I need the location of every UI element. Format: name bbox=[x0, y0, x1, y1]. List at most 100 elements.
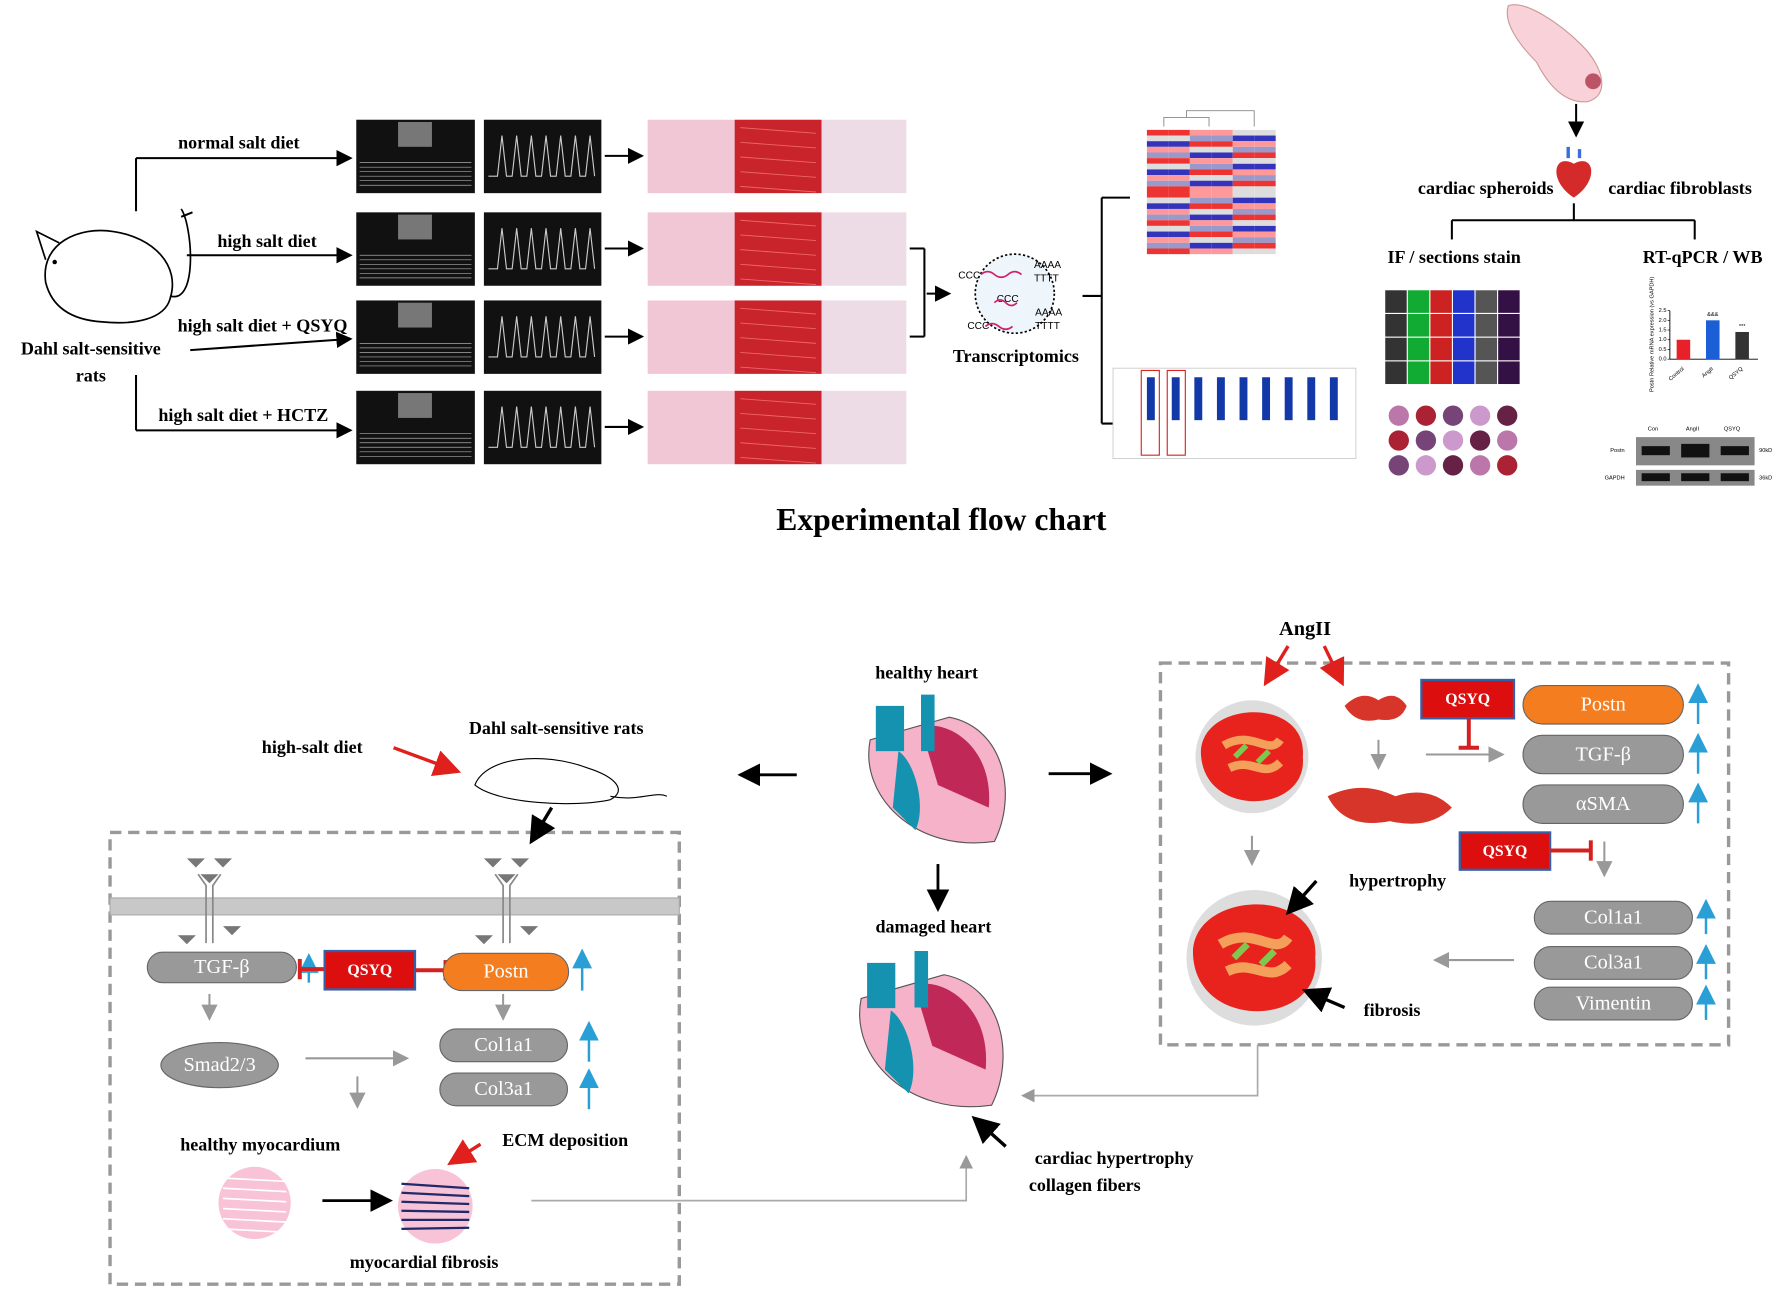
sequence-label: AAAA bbox=[1035, 308, 1062, 319]
fiber bbox=[222, 1187, 287, 1193]
fiber bbox=[740, 307, 817, 315]
heart-icon bbox=[1556, 161, 1592, 198]
collagen bbox=[401, 1209, 470, 1214]
heatmap-cell bbox=[1146, 197, 1169, 204]
heatmap-cell bbox=[1232, 208, 1255, 215]
heatmap-cell bbox=[1254, 135, 1276, 142]
stain-tile bbox=[1497, 430, 1518, 451]
heatmap-cell bbox=[1146, 225, 1169, 232]
heatmap-cell bbox=[1146, 141, 1169, 147]
heatmap-cell bbox=[1168, 141, 1190, 147]
he-stain bbox=[647, 212, 735, 286]
fiber bbox=[740, 141, 817, 149]
if-tile bbox=[1407, 361, 1430, 385]
heatmap-cell bbox=[1189, 203, 1212, 209]
label: healthy heart bbox=[875, 662, 978, 682]
y-tick-label: 0.5 bbox=[1659, 347, 1667, 353]
fiber bbox=[740, 322, 817, 330]
collagen bbox=[401, 1182, 470, 1190]
heatmap-cell bbox=[1211, 141, 1233, 147]
heatmap-cell bbox=[1232, 169, 1255, 176]
heatmap-cell bbox=[1211, 208, 1233, 215]
mouse bbox=[1506, 4, 1603, 103]
heatmap-cell bbox=[1254, 158, 1276, 164]
thumbnail-bar bbox=[1194, 377, 1203, 421]
heatmap-cell bbox=[1232, 248, 1255, 255]
stain-tile bbox=[1497, 405, 1518, 426]
heatmap-cell bbox=[1211, 129, 1233, 136]
fibroblast bbox=[1221, 735, 1284, 774]
fibroblast bbox=[1217, 932, 1293, 978]
lane-label: AngII bbox=[1686, 427, 1700, 433]
if-tile bbox=[1475, 313, 1498, 337]
connector bbox=[1020, 1044, 1259, 1103]
x-tick-label: Control bbox=[1668, 366, 1686, 382]
if-tile bbox=[1407, 313, 1430, 337]
heatmap-cell bbox=[1168, 146, 1190, 153]
band bbox=[1641, 446, 1670, 456]
doppler-trace bbox=[488, 316, 596, 358]
connector bbox=[531, 1154, 973, 1202]
label: ECM deposition bbox=[502, 1130, 628, 1150]
stain-tile bbox=[1415, 405, 1437, 426]
heatmap-cell bbox=[1254, 248, 1276, 255]
vessel bbox=[1566, 146, 1582, 159]
title: Experimental flow chart bbox=[776, 502, 1107, 537]
heatmap-cell bbox=[1232, 129, 1255, 136]
sequence-label: CCC bbox=[958, 270, 980, 281]
heatmap-cell bbox=[1232, 141, 1255, 147]
pill bbox=[1522, 685, 1684, 725]
if-tile bbox=[1385, 337, 1407, 361]
doppler-image bbox=[483, 212, 602, 286]
pill bbox=[1522, 784, 1684, 824]
heatmap-cell bbox=[1168, 169, 1190, 176]
thumbnail-bar bbox=[1239, 377, 1248, 421]
drug-box bbox=[323, 949, 417, 991]
pill-label: Col1a1 bbox=[1584, 907, 1643, 929]
if-tile bbox=[1475, 337, 1498, 361]
heatmap-cell bbox=[1211, 192, 1233, 198]
heatmap-cell bbox=[1211, 231, 1233, 238]
heatmap-cell bbox=[1168, 175, 1190, 181]
heatmap-cell bbox=[1254, 231, 1276, 238]
pill-label: Col3a1 bbox=[1584, 952, 1643, 974]
sirius-stain bbox=[821, 300, 907, 374]
heatmap-cell bbox=[1189, 248, 1212, 255]
fiber bbox=[740, 278, 817, 286]
collagen bbox=[401, 1226, 470, 1231]
heatmap-cell bbox=[1146, 220, 1169, 226]
label: AngII bbox=[1279, 618, 1331, 640]
heatmap-cell bbox=[1168, 242, 1190, 249]
band bbox=[1720, 473, 1749, 482]
pill bbox=[439, 1028, 569, 1063]
heatmap-cell bbox=[1232, 225, 1255, 232]
heatmap-cell bbox=[1254, 180, 1276, 187]
heatmap-cell bbox=[1232, 163, 1255, 170]
masson-stain bbox=[734, 300, 822, 374]
band bbox=[1681, 443, 1710, 458]
label: cardiac hypertrophy bbox=[1035, 1148, 1194, 1168]
label: collagen fibers bbox=[1029, 1175, 1141, 1195]
x-tick-label: QSYQ bbox=[1728, 366, 1745, 381]
y-tick-label: 0.0 bbox=[1659, 357, 1667, 363]
if-tile bbox=[1385, 361, 1407, 385]
ligand bbox=[177, 935, 196, 945]
label: Transcriptomics bbox=[953, 346, 1079, 366]
myocardium-wall bbox=[914, 983, 987, 1070]
sequence-label: TTTT bbox=[1035, 321, 1060, 332]
if-tile bbox=[1475, 290, 1498, 313]
heatmap-cell bbox=[1211, 225, 1233, 232]
label: cardiac fibroblasts bbox=[1608, 178, 1752, 198]
heatmap-cell bbox=[1168, 158, 1190, 164]
heatmap-cell bbox=[1146, 129, 1169, 136]
heatmap-cell bbox=[1232, 152, 1255, 159]
pill-label: αSMA bbox=[1576, 793, 1631, 815]
fiber bbox=[740, 263, 817, 271]
heatmap-cell bbox=[1211, 152, 1233, 159]
heatmap-cell bbox=[1146, 248, 1169, 255]
heatmap-cell bbox=[1168, 197, 1190, 204]
band bbox=[1720, 446, 1749, 456]
pill bbox=[442, 952, 570, 992]
thumbnail-bar bbox=[1171, 377, 1180, 421]
